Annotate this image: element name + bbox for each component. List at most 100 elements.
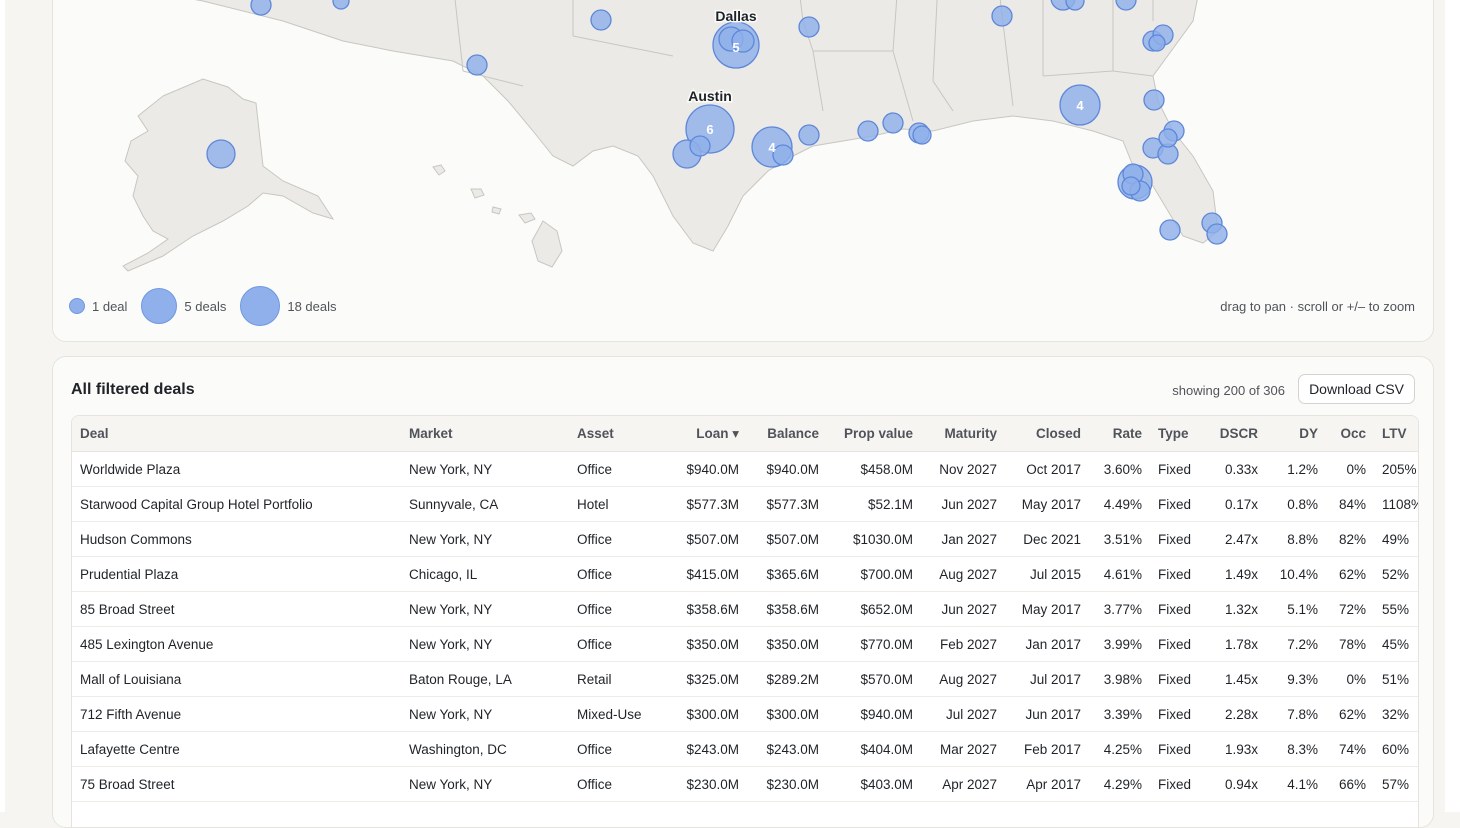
col-asset[interactable]: Asset [569,416,659,452]
table-cell [1266,802,1326,828]
col-occ[interactable]: Occ [1326,416,1374,452]
col-ltv[interactable]: LTV [1374,416,1419,452]
table-cell: 62% [1326,697,1374,732]
table-cell: 52% [1374,557,1419,592]
table-cell: 0.94x [1202,767,1266,802]
table-cell: $700.0M [827,557,921,592]
table-row[interactable] [72,802,1419,828]
table-cell: May 2017 [1005,487,1089,522]
deal-bubble[interactable] [591,10,611,30]
deal-bubble[interactable] [251,0,271,15]
download-csv-button[interactable]: Download CSV [1298,374,1415,404]
col-closed[interactable]: Closed [1005,416,1089,452]
deal-bubble[interactable] [799,17,819,37]
table-cell: $577.3M [659,487,747,522]
table-cell: Apr 2027 [921,767,1005,802]
cluster-count-houston: 4 [768,140,776,155]
deals-table-scroll[interactable]: Deal Market Asset Loan ▾ Balance Prop va… [71,415,1419,828]
table-cell: 0.8% [1266,487,1326,522]
deal-bubble[interactable] [1122,177,1140,195]
deal-bubble[interactable] [207,140,235,168]
table-cell: Office [569,592,659,627]
hawaii-shape [433,165,445,175]
table-cell: $358.6M [747,592,827,627]
legend-dot-18 [240,286,280,326]
table-cell: $652.0M [827,592,921,627]
deal-bubble[interactable] [858,121,878,141]
table-cell: Office [569,522,659,557]
table-cell: $570.0M [827,662,921,697]
col-maturity[interactable]: Maturity [921,416,1005,452]
col-rate[interactable]: Rate [1089,416,1150,452]
table-cell: 32% [1374,697,1419,732]
col-prop-value[interactable]: Prop value [827,416,921,452]
col-deal[interactable]: Deal [72,416,401,452]
table-cell: New York, NY [401,767,569,802]
col-balance[interactable]: Balance [747,416,827,452]
col-dy[interactable]: DY [1266,416,1326,452]
table-cell: Hotel [569,487,659,522]
table-cell [1326,802,1374,828]
table-cell: 3.98% [1089,662,1150,697]
deal-bubble[interactable] [467,55,487,75]
deal-bubble[interactable] [1144,90,1164,110]
table-cell: $507.0M [659,522,747,557]
table-cell: Aug 2027 [921,557,1005,592]
deal-bubble[interactable] [913,126,931,144]
table-cell: 62% [1326,557,1374,592]
table-cell [921,802,1005,828]
table-cell: New York, NY [401,452,569,487]
table-cell: 45% [1374,627,1419,662]
table-cell: 74% [1326,732,1374,767]
table-cell: 3.77% [1089,592,1150,627]
deal-bubble[interactable] [690,136,710,156]
table-cell: 1108% [1374,487,1419,522]
col-type[interactable]: Type [1150,416,1202,452]
showing-count: showing 200 of 306 [1172,383,1285,398]
legend-label-5: 5 deals [184,299,226,314]
table-cell [659,802,747,828]
table-cell: Fixed [1150,592,1202,627]
deal-bubble[interactable] [1149,35,1165,51]
table-cell: Mall of Louisiana [72,662,401,697]
deal-bubble[interactable] [992,6,1012,26]
table-cell: $350.0M [747,627,827,662]
deal-bubble[interactable] [773,145,793,165]
table-cell: 4.1% [1266,767,1326,802]
page-edge-right [1445,0,1460,812]
deal-bubble[interactable] [799,125,819,145]
map-hint: drag to pan · scroll or +/– to zoom [1220,299,1415,314]
table-cell: Hudson Commons [72,522,401,557]
table-cell: Oct 2017 [1005,452,1089,487]
table-cell: Dec 2021 [1005,522,1089,557]
table-cell: $243.0M [747,732,827,767]
col-market[interactable]: Market [401,416,569,452]
col-dscr[interactable]: DSCR [1202,416,1266,452]
table-cell: $230.0M [659,767,747,802]
deal-map-card[interactable]: 5 6 4 4 Dallas Austin 1 deal 5 deals 18 … [52,0,1434,342]
deal-bubble[interactable] [1207,224,1227,244]
col-loan[interactable]: Loan ▾ [659,416,747,452]
deal-bubble[interactable] [883,113,903,133]
table-cell: 485 Lexington Avenue [72,627,401,662]
table-cell: Retail [569,662,659,697]
deal-bubble[interactable] [1160,220,1180,240]
table-cell: Office [569,767,659,802]
table-cell: $1030.0M [827,522,921,557]
table-cell: Fixed [1150,627,1202,662]
table-cell: Mixed-Use [569,697,659,732]
deal-bubble[interactable] [1159,129,1177,147]
us-mainland-shape [93,0,1218,251]
table-cell: 8.8% [1266,522,1326,557]
table-cell: 1.45x [1202,662,1266,697]
